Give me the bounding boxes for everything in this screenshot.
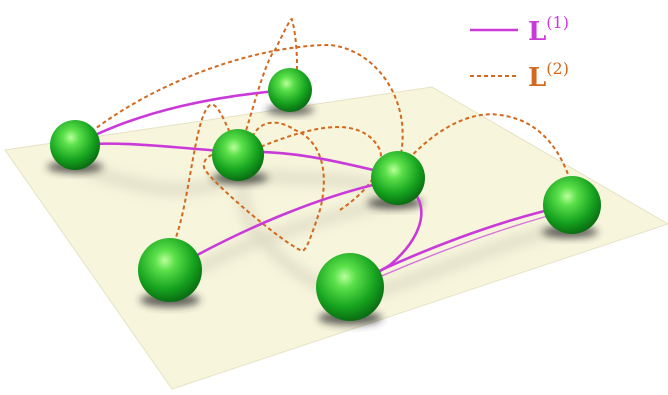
node-4 <box>371 151 425 205</box>
node-3 <box>212 129 264 181</box>
node-2 <box>268 68 312 112</box>
legend-l1-label: L(1) <box>528 13 569 47</box>
ground-plane <box>4 86 668 390</box>
legend-l2-label: L(2) <box>528 59 569 93</box>
layer-2-edges <box>74 18 571 252</box>
node-5 <box>543 176 601 234</box>
legend: L(1) L(2) <box>470 13 569 93</box>
node-1 <box>50 120 100 170</box>
node-6 <box>138 238 202 302</box>
node-7 <box>316 253 384 321</box>
nodes <box>50 68 601 321</box>
